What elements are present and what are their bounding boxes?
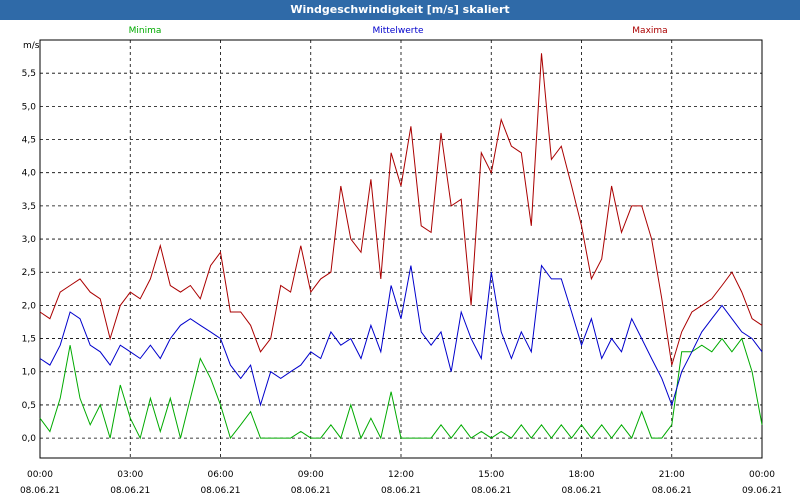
x-tick-time-label: 12:00 xyxy=(388,470,414,480)
legend-entry-minima: Minima xyxy=(129,26,162,36)
x-tick-date-label: 08.06.21 xyxy=(652,486,692,496)
y-axis-label: m/s xyxy=(23,41,40,51)
series-lines xyxy=(39,53,763,440)
legend: Minima Mittelwerte Maxima xyxy=(129,26,668,36)
y-tick-label: 3,5 xyxy=(22,202,36,212)
x-tick-time-label: 03:00 xyxy=(117,470,143,480)
chart-title: Windgeschwindigkeit [m/s] skaliert xyxy=(0,0,800,20)
series-line-minima xyxy=(39,337,763,440)
y-tick-label: 5,0 xyxy=(22,102,37,112)
x-tick-time-label: 06:00 xyxy=(208,470,234,480)
x-tick-date-label: 08.06.21 xyxy=(291,486,331,496)
x-tick-date-label: 08.06.21 xyxy=(561,486,601,496)
y-tick-label: 1,5 xyxy=(22,335,36,345)
chart-background xyxy=(0,20,800,500)
series-line-mittelwerte xyxy=(39,264,763,407)
x-tick-time-label: 09:00 xyxy=(298,470,324,480)
x-tick-date-label: 08.06.21 xyxy=(110,486,150,496)
y-tick-label: 0,5 xyxy=(22,401,36,411)
y-tick-label: 3,0 xyxy=(22,235,37,245)
legend-entry-maxima: Maxima xyxy=(632,26,667,36)
x-tick-date-label: 08.06.21 xyxy=(381,486,421,496)
wind-speed-chart: 0,0 0,5 1,0 1,5 2,0 2,5 3,0 3,5 4,0 4,5 5,0 5,5 00:0… xyxy=(0,20,800,500)
x-tick-date-label: 08.06.21 xyxy=(200,486,240,496)
y-tick-label: 5,5 xyxy=(22,69,36,79)
y-tick-label: 2,0 xyxy=(22,301,37,311)
x-tick-date-label: 09.06.21 xyxy=(742,486,782,496)
grid xyxy=(40,40,762,458)
x-tick-time-label: 21:00 xyxy=(659,470,685,480)
x-tick-date-label: 08.06.21 xyxy=(20,486,60,496)
x-tick-date-label: 08.06.21 xyxy=(471,486,511,496)
legend-entry-mittelwerte: Mittelwerte xyxy=(372,26,423,36)
x-tick-time-label: 00:00 xyxy=(749,470,775,480)
y-tick-label: 2,5 xyxy=(22,268,36,278)
series-line-maxima xyxy=(39,53,763,366)
axes: 0,0 0,5 1,0 1,5 2,0 2,5 3,0 3,5 4,0 4,5 5,0 5,5 00:0… xyxy=(20,69,782,496)
x-tick-time-label: 18:00 xyxy=(569,470,595,480)
y-tick-label: 1,0 xyxy=(22,368,37,378)
x-tick-time-label: 00:00 xyxy=(27,470,53,480)
plot-frame xyxy=(39,39,763,459)
y-tick-label: 4,0 xyxy=(22,169,37,179)
y-tick-label: 0,0 xyxy=(22,434,37,444)
x-tick-time-label: 15:00 xyxy=(478,470,504,480)
y-tick-label: 4,5 xyxy=(22,136,36,146)
